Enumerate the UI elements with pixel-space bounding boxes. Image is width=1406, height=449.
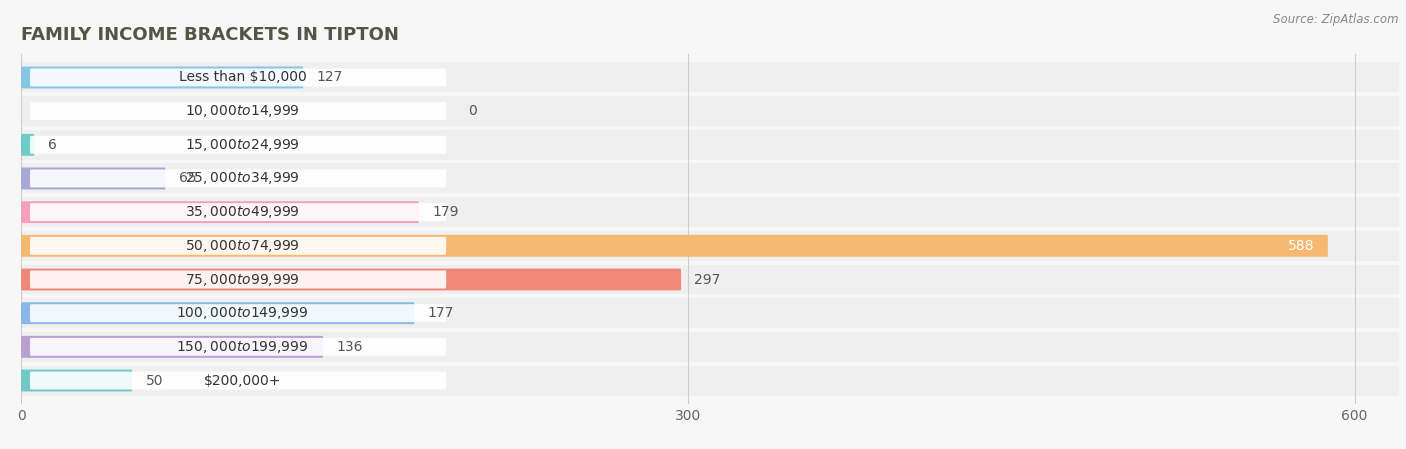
Text: $15,000 to $24,999: $15,000 to $24,999 [186,137,299,153]
FancyBboxPatch shape [21,235,1327,257]
FancyBboxPatch shape [30,271,446,288]
Text: Source: ZipAtlas.com: Source: ZipAtlas.com [1274,13,1399,26]
FancyBboxPatch shape [30,102,446,120]
Text: $10,000 to $14,999: $10,000 to $14,999 [186,103,299,119]
Text: FAMILY INCOME BRACKETS IN TIPTON: FAMILY INCOME BRACKETS IN TIPTON [21,26,399,44]
FancyBboxPatch shape [21,365,1399,396]
Text: $150,000 to $199,999: $150,000 to $199,999 [176,339,309,355]
Text: $100,000 to $149,999: $100,000 to $149,999 [176,305,309,321]
Text: 297: 297 [695,273,721,286]
FancyBboxPatch shape [30,203,446,221]
FancyBboxPatch shape [21,231,1399,261]
FancyBboxPatch shape [21,130,1399,160]
Text: 179: 179 [432,205,458,219]
FancyBboxPatch shape [30,237,446,255]
FancyBboxPatch shape [30,338,446,356]
Text: $75,000 to $99,999: $75,000 to $99,999 [186,272,299,287]
Text: 127: 127 [316,70,343,84]
FancyBboxPatch shape [21,332,1399,362]
FancyBboxPatch shape [21,370,132,392]
Text: 65: 65 [179,172,197,185]
FancyBboxPatch shape [21,264,1399,295]
FancyBboxPatch shape [21,96,1399,126]
FancyBboxPatch shape [21,201,419,223]
Text: 588: 588 [1288,239,1315,253]
FancyBboxPatch shape [21,62,1399,92]
FancyBboxPatch shape [30,69,446,86]
FancyBboxPatch shape [30,372,446,389]
Text: 136: 136 [336,340,363,354]
FancyBboxPatch shape [30,304,446,322]
Text: $35,000 to $49,999: $35,000 to $49,999 [186,204,299,220]
FancyBboxPatch shape [21,336,323,358]
FancyBboxPatch shape [21,66,304,88]
Text: $200,000+: $200,000+ [204,374,281,387]
Text: 6: 6 [48,138,56,152]
Text: 0: 0 [468,104,477,118]
FancyBboxPatch shape [21,298,1399,328]
FancyBboxPatch shape [21,167,166,189]
FancyBboxPatch shape [30,170,446,187]
Text: 50: 50 [146,374,163,387]
FancyBboxPatch shape [21,197,1399,227]
Text: 177: 177 [427,306,454,320]
Text: Less than $10,000: Less than $10,000 [179,70,307,84]
FancyBboxPatch shape [21,163,1399,194]
FancyBboxPatch shape [21,269,681,291]
FancyBboxPatch shape [21,302,415,324]
Text: $25,000 to $34,999: $25,000 to $34,999 [186,171,299,186]
Text: $50,000 to $74,999: $50,000 to $74,999 [186,238,299,254]
FancyBboxPatch shape [30,136,446,154]
FancyBboxPatch shape [21,134,34,156]
